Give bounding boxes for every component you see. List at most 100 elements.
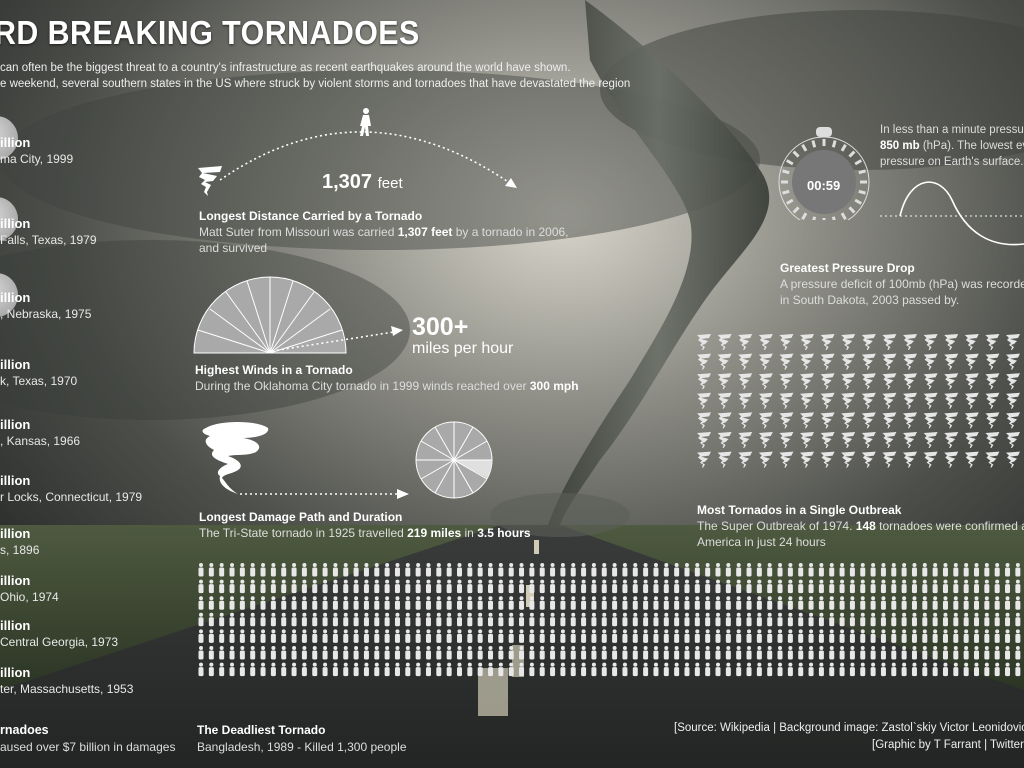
- person-icon: [415, 563, 421, 577]
- tornado-icon: [841, 412, 856, 429]
- cost-circle: [0, 273, 18, 317]
- person-icon: [1005, 629, 1011, 643]
- person-icon: [984, 596, 990, 610]
- person-icon: [891, 579, 897, 594]
- person-icon: [291, 563, 297, 577]
- person-icon: [363, 629, 369, 643]
- person-icon: [880, 629, 886, 643]
- person-icon: [229, 612, 235, 627]
- person-icon: [632, 629, 638, 643]
- cost-amount: illion: [0, 135, 31, 150]
- person-icon: [746, 563, 752, 577]
- person-icon: [901, 662, 907, 677]
- person-icon: [756, 612, 762, 627]
- person-icon: [374, 596, 380, 610]
- tornado-icon: [800, 412, 814, 429]
- person-icon: [612, 563, 618, 577]
- person-icon: [746, 662, 752, 677]
- tornado-icon: [1006, 451, 1020, 468]
- person-icon: [932, 646, 938, 660]
- person-icon: [963, 596, 969, 610]
- person-icon: [467, 646, 473, 660]
- person-icon: [612, 596, 618, 610]
- tornado-icon: [944, 353, 959, 370]
- tornado-icon: [717, 412, 732, 429]
- person-icon: [312, 563, 318, 577]
- tornado-icon: [697, 432, 711, 448]
- person-icon: [974, 662, 979, 677]
- person-icon: [953, 579, 959, 594]
- person-icon: [281, 662, 287, 677]
- person-icon: [322, 662, 328, 677]
- person-icon: [705, 646, 711, 660]
- person-icon: [270, 596, 276, 610]
- person-icon: [777, 646, 783, 660]
- person-icon: [808, 563, 814, 577]
- person-icon: [394, 579, 400, 594]
- person-icon: [425, 629, 431, 643]
- person-icon: [550, 629, 556, 643]
- person-icon: [415, 612, 421, 627]
- tornado-icon: [758, 432, 773, 448]
- person-icon: [746, 596, 752, 610]
- tornado-icon: [923, 432, 938, 448]
- tornado-icon: [923, 451, 938, 468]
- tornado-icon: [800, 353, 814, 370]
- person-icon: [467, 629, 473, 643]
- cost-place: r Locks, Connecticut, 1979: [0, 490, 143, 504]
- person-icon: [932, 563, 938, 577]
- person-icon: [901, 629, 907, 643]
- person-icon: [767, 563, 773, 577]
- person-icon: [198, 612, 204, 627]
- person-icon: [529, 596, 535, 610]
- person-icon: [446, 596, 452, 610]
- person-icon: [519, 563, 525, 577]
- person-icon: [622, 662, 628, 677]
- cost-amount: illion: [0, 357, 31, 372]
- person-icon: [922, 646, 928, 660]
- person-icon: [901, 563, 907, 577]
- person-icon: [281, 579, 287, 594]
- cost-place: Central Georgia, 1973: [0, 635, 119, 649]
- person-icon: [343, 629, 349, 643]
- tornado-icon: [800, 373, 814, 390]
- person-icon: [591, 662, 597, 677]
- person-icon: [974, 596, 979, 610]
- person-icon: [343, 662, 349, 677]
- pressure-wave: [880, 181, 1024, 246]
- person-icon: [746, 629, 752, 643]
- person-icon: [974, 629, 979, 643]
- person-icon: [674, 596, 680, 610]
- person-icon: [653, 596, 659, 610]
- person-icon: [798, 629, 804, 643]
- person-icon: [384, 596, 390, 610]
- person-icon: [394, 563, 400, 577]
- person-icon: [849, 579, 855, 594]
- person-icon: [260, 596, 266, 610]
- person-icon: [301, 596, 307, 610]
- person-icon: [488, 596, 494, 610]
- person-icon: [963, 629, 969, 643]
- person-icon: [260, 579, 266, 594]
- person-icon: [529, 646, 535, 660]
- person-icon: [736, 563, 742, 577]
- person-icon: [281, 563, 287, 577]
- person-icon: [756, 646, 762, 660]
- cost-place: Ohio, 1974: [0, 590, 59, 604]
- person-icon: [632, 579, 638, 594]
- tornado-icon: [985, 451, 1000, 468]
- person-icon: [715, 579, 721, 594]
- person-icon: [332, 662, 338, 677]
- person-icon: [477, 629, 483, 643]
- tornado-icon: [861, 432, 876, 448]
- person-icon: [363, 563, 369, 577]
- wind-gauge: [193, 276, 403, 354]
- person-icon: [436, 646, 442, 660]
- tornado-icon: [738, 432, 753, 448]
- person-icon: [457, 563, 462, 577]
- tornado-icon: [841, 451, 856, 468]
- person-icon: [363, 646, 369, 660]
- person-icon: [932, 596, 938, 610]
- person-icon: [591, 612, 597, 627]
- person-icon: [550, 563, 556, 577]
